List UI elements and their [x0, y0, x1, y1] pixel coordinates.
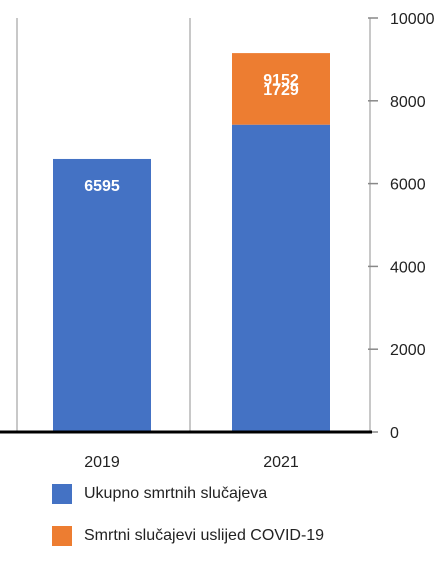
y-tick-label-4: 8000 — [390, 94, 426, 111]
legend-label-covid-deaths: Smrtni slučajevi uslijed COVID-19 — [84, 527, 325, 544]
y-tick-label-3: 6000 — [390, 177, 426, 194]
legend-swatch-covid-deaths — [52, 526, 72, 546]
legend-swatch-total-deaths — [52, 484, 72, 504]
data-label-1: 9152 — [263, 72, 299, 89]
legend-item-covid-deaths: Smrtni slučajevi uslijed COVID-19 — [52, 522, 324, 550]
x-category-label-2019: 2019 — [84, 454, 120, 470]
legend-item-total-deaths: Ukupno smrtnih slučajeva — [52, 480, 324, 508]
data-label-2: 1729 — [263, 82, 299, 99]
x-category-label-2021: 2021 — [263, 454, 299, 470]
y-tick-label-5: 10000 — [390, 11, 435, 28]
bar-2021-series-1 — [232, 53, 330, 125]
y-tick-label-2: 4000 — [390, 259, 426, 276]
bar-2019-series-0 — [53, 158, 151, 433]
chart: 0 2000 4000 6000 8000 10000 6595 9152 1729 2019 20… — [0, 11, 435, 546]
bar-2021-series-0 — [232, 124, 330, 432]
legend: Ukupno smrtnih slučajeva Smrtni slučajev… — [52, 480, 324, 564]
y-tick-label-0: 0 — [390, 425, 399, 442]
legend-label-total-deaths: Ukupno smrtnih slučajeva — [84, 485, 268, 502]
data-label-0: 6595 — [84, 178, 120, 195]
y-tick-label-1: 2000 — [390, 342, 426, 359]
